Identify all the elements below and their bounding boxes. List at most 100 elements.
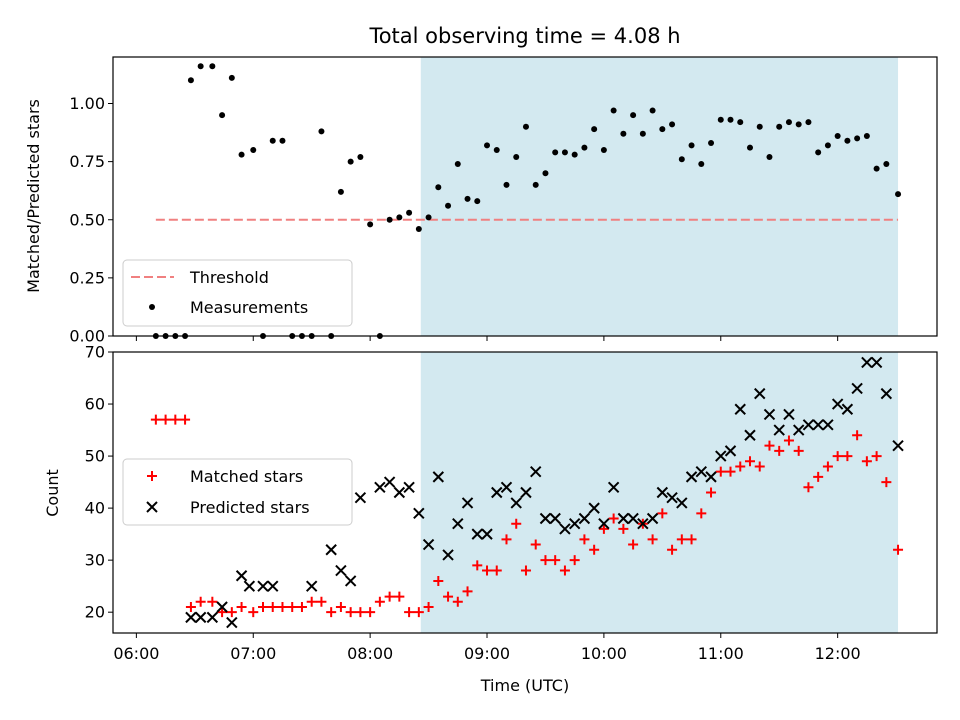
measurement-point bbox=[678, 156, 685, 163]
matched-star-point bbox=[511, 518, 522, 529]
predicted-star-point bbox=[559, 523, 571, 535]
legend-measurements-label: Measurements bbox=[190, 298, 308, 317]
measurement-point bbox=[454, 160, 461, 167]
matched-star-point bbox=[520, 565, 531, 576]
measurement-point bbox=[522, 123, 529, 130]
measurement-point bbox=[717, 116, 724, 123]
predicted-star-point bbox=[481, 528, 493, 540]
matched-star-point bbox=[316, 596, 327, 607]
y-tick-label: 70 bbox=[85, 343, 105, 362]
predicted-star-point bbox=[354, 491, 367, 504]
x-tick-label: 07:00 bbox=[230, 644, 276, 663]
x-tick-label: 10:00 bbox=[581, 644, 627, 663]
measurement-point bbox=[415, 226, 422, 233]
legend-box bbox=[122, 259, 353, 327]
matched-star-point bbox=[569, 555, 580, 566]
measurement-point bbox=[824, 142, 831, 149]
measurement-point bbox=[688, 142, 695, 149]
legend-threshold-label: Threshold bbox=[189, 268, 269, 287]
measurement-point bbox=[464, 195, 471, 202]
matched-star-point bbox=[335, 601, 346, 612]
legend-predicted-label: Predicted stars bbox=[190, 498, 310, 517]
measurement-points bbox=[152, 63, 902, 339]
y-tick-label: 60 bbox=[85, 395, 105, 414]
matched-stars-points bbox=[150, 414, 904, 618]
x-tick-label: 09:00 bbox=[464, 644, 510, 663]
measurement-point bbox=[883, 160, 890, 167]
bottom-shaded-region bbox=[420, 352, 899, 633]
predicted-star-point bbox=[724, 445, 737, 457]
predicted-star-point bbox=[383, 476, 396, 488]
predicted-star-point bbox=[676, 497, 688, 509]
x-tick-label: 11:00 bbox=[698, 644, 744, 663]
matched-star-point bbox=[217, 607, 228, 618]
predicted-star-point bbox=[520, 486, 532, 499]
bottom-plot-frame bbox=[112, 351, 938, 634]
measurement-point bbox=[318, 128, 325, 135]
measurement-point bbox=[844, 137, 851, 144]
measurement-point bbox=[620, 130, 627, 137]
matched-star-point bbox=[374, 596, 385, 607]
measurement-point bbox=[219, 112, 226, 119]
measurement-point bbox=[513, 153, 520, 160]
matched-star-point bbox=[842, 451, 853, 462]
matched-star-point bbox=[764, 440, 775, 451]
measurement-point bbox=[834, 133, 841, 140]
bottom-y-axis: 20 30 40 50 60 70 bbox=[85, 343, 113, 622]
predicted-star-point bbox=[335, 564, 347, 577]
measurement-point bbox=[474, 198, 481, 205]
measurement-point bbox=[785, 119, 792, 126]
predicted-star-point bbox=[870, 356, 883, 369]
x-tick-label: 08:00 bbox=[347, 644, 393, 663]
measurement-point bbox=[698, 160, 705, 167]
matched-star-point bbox=[257, 601, 268, 612]
matched-star-point bbox=[628, 539, 639, 550]
matched-star-point bbox=[384, 591, 395, 602]
predicted-star-point bbox=[452, 518, 464, 530]
measurement-point bbox=[187, 77, 194, 84]
x-tick-label: 06:00 bbox=[113, 644, 159, 663]
measurement-point bbox=[591, 126, 598, 133]
measurement-point bbox=[357, 153, 364, 160]
predicted-star-point bbox=[374, 481, 386, 494]
legend-box bbox=[122, 458, 353, 526]
predicted-star-point bbox=[403, 481, 415, 494]
predicted-star-point bbox=[695, 465, 708, 478]
bottom-x-axis: 06:00 07:00 08:00 09:00 10:00 11:00 12:00 bbox=[113, 633, 861, 663]
measurement-point bbox=[737, 119, 744, 126]
predicted-star-point bbox=[763, 408, 776, 421]
predicted-star-point bbox=[216, 601, 228, 613]
predicted-star-point bbox=[851, 382, 863, 395]
matched-star-point bbox=[452, 596, 463, 607]
matched-star-point bbox=[423, 601, 434, 612]
predicted-star-point bbox=[491, 486, 503, 499]
matched-star-point bbox=[443, 591, 454, 602]
measurement-point bbox=[815, 149, 822, 156]
predicted-star-point bbox=[598, 518, 610, 530]
y-tick-label: 50 bbox=[85, 447, 105, 466]
predicted-star-point bbox=[715, 450, 727, 462]
matched-star-point bbox=[267, 601, 278, 612]
matched-star-point bbox=[725, 466, 736, 477]
matched-star-point bbox=[793, 445, 804, 456]
measurement-point bbox=[561, 149, 568, 156]
measurement-point bbox=[238, 151, 245, 158]
measurement-point bbox=[425, 214, 432, 221]
matched-star-point bbox=[540, 555, 551, 566]
y-tick-label: 30 bbox=[85, 551, 105, 570]
predicted-star-point bbox=[530, 465, 542, 478]
measurement-point bbox=[386, 216, 393, 223]
matched-star-point bbox=[667, 544, 678, 555]
predicted-star-point bbox=[666, 491, 678, 504]
measurement-point bbox=[279, 137, 286, 144]
matched-star-point bbox=[813, 471, 824, 482]
y-tick-label: 40 bbox=[85, 499, 105, 518]
matched-star-point bbox=[236, 601, 247, 612]
matched-star-point bbox=[195, 596, 206, 607]
predicted-star-point bbox=[461, 497, 474, 509]
measurement-point bbox=[630, 112, 637, 119]
top-plot-frame bbox=[112, 56, 938, 337]
predicted-star-point bbox=[344, 575, 357, 587]
top-x-tick-marks bbox=[135, 336, 839, 341]
predicted-star-point bbox=[607, 481, 620, 494]
